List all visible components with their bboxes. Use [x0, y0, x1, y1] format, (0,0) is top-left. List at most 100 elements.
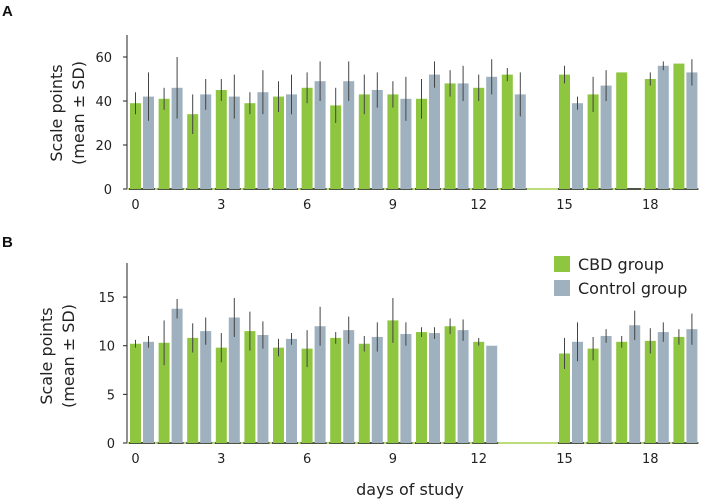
panel-a-bar-cbd — [616, 72, 628, 189]
legend-swatch-control — [554, 280, 570, 296]
panel-a-bar-control — [143, 96, 154, 189]
panel-b-bar-cbd — [673, 336, 685, 443]
panel-a-bar-control — [572, 103, 583, 189]
panel-b-bar-cbd — [358, 343, 370, 443]
panel-b-y-tick-label: 15 — [98, 291, 115, 306]
panel-b-bar-control — [371, 336, 383, 443]
panel-a-bar-cbd — [387, 94, 399, 189]
panel-a-bar-control — [429, 74, 440, 189]
panel-b-y-tick-label: 10 — [98, 340, 115, 355]
panel-a-x-tick-label: 15 — [556, 198, 573, 213]
panel-a-bar-control — [200, 94, 212, 189]
panel-b-bar-cbd — [587, 348, 599, 443]
panel-b-bar-cbd — [273, 347, 284, 443]
panel-b-ylabel: Scale points (mean ± SD) — [37, 304, 78, 408]
panel-a-y-tick-label: 40 — [95, 95, 112, 110]
panel-a-bar-control — [228, 96, 240, 189]
panel-b-bar-cbd — [244, 331, 256, 443]
panel-a-x-tick-label: 3 — [217, 198, 225, 213]
panel-a-bar-cbd — [273, 96, 284, 189]
panel-a-bar-cbd — [158, 98, 170, 189]
panel-b-bar-control — [143, 341, 154, 443]
panel-a-bar-control — [257, 92, 269, 189]
panel-b-bar-control — [657, 332, 669, 443]
panel-a-bar-control — [514, 94, 526, 189]
panel-a-bar-cbd — [244, 103, 256, 189]
panel-a-bar-cbd — [501, 74, 513, 189]
panel-a-bar-control — [686, 72, 698, 189]
panel-a-bar-cbd — [644, 79, 656, 189]
panel-a-ylabel-line2: (mean ± SD) — [69, 61, 88, 165]
x-axis-title: days of study — [356, 480, 464, 499]
panel-a-bar-cbd — [473, 87, 485, 189]
panel-b-bar-control — [686, 329, 698, 443]
panel-b-bar-control — [314, 326, 326, 443]
panel-b-bar-cbd — [215, 347, 227, 443]
panel-a-bar-cbd — [330, 105, 342, 189]
panel-a-bar-cbd — [444, 83, 456, 189]
panel-b-bar-cbd — [387, 320, 399, 443]
panel-a-x-tick-label: 6 — [303, 198, 311, 213]
panel-a-bar-cbd — [587, 94, 599, 189]
panel-b-bar-control — [343, 330, 355, 443]
panel-a-bar-control — [286, 94, 297, 189]
panel-a-bar-control — [314, 81, 326, 189]
panel-b-ylabel-line2: (mean ± SD) — [59, 304, 78, 408]
panel-b-x-tick-label: 15 — [556, 452, 573, 467]
panel-b-bar-cbd — [158, 342, 170, 443]
panel-a-bar-control — [400, 98, 412, 189]
panel-a-bar-control — [371, 90, 383, 189]
panel-b-x-tick-label: 0 — [131, 452, 139, 467]
panel-a-y-tick-label: 60 — [95, 51, 112, 66]
panel-label-a: A — [2, 3, 13, 20]
panel-b-bar-cbd — [187, 337, 199, 443]
panel-a-bar-control — [657, 65, 669, 189]
chart-marks: 0 20 40 60 0 3 6 9 12 15 18 0 5 10 15 0 3 6 9 12 15 18 — [95, 35, 699, 467]
panel-a-bar-control — [486, 76, 498, 189]
panel-a-bar-control — [343, 81, 355, 189]
panel-a-x-tick-label: 0 — [131, 198, 139, 213]
panel-b-bar-control — [486, 345, 498, 443]
panel-a-bar-cbd — [187, 114, 199, 189]
legend: CBD group Control group — [554, 255, 687, 298]
panel-b-bar-control — [171, 308, 183, 443]
panel-b-x-tick-label: 12 — [470, 452, 487, 467]
panel-b-x-tick-label: 9 — [389, 452, 397, 467]
panel-b-bar-control — [286, 338, 297, 443]
panel-b-y-tick-label: 5 — [107, 388, 115, 403]
panel-a-x-tick-label: 18 — [642, 198, 659, 213]
panel-a-bar-cbd — [416, 98, 427, 189]
panel-b-x-tick-label: 18 — [642, 452, 659, 467]
panel-a-plot: 0 20 40 60 0 3 6 9 12 15 18 — [95, 35, 699, 213]
panel-a-x-tick-label: 12 — [470, 198, 487, 213]
panel-b-bar-cbd — [301, 348, 313, 443]
panel-a-bar-cbd — [301, 87, 313, 189]
panel-b-bar-cbd — [416, 332, 427, 443]
legend-label-control: Control group — [578, 279, 687, 298]
panel-b-ylabel-line1: Scale points — [37, 307, 56, 404]
panel-a-bar-cbd — [559, 74, 570, 189]
panel-a-bar-control — [457, 83, 469, 189]
panel-a-bar-cbd — [673, 63, 685, 189]
panel-b-bar-control — [457, 330, 469, 443]
panel-b-bar-control — [200, 331, 212, 443]
panel-a-bar-control — [171, 87, 183, 189]
panel-b-bar-cbd — [444, 326, 456, 443]
panel-b-x-tick-label: 3 — [217, 452, 225, 467]
panel-a-y-tick-label: 0 — [104, 183, 112, 198]
panel-b-bar-cbd — [644, 340, 656, 443]
panel-a-ylabel-line1: Scale points — [47, 64, 66, 161]
panel-b-bar-cbd — [559, 353, 570, 443]
legend-label-cbd: CBD group — [578, 255, 664, 274]
panel-b-bar-control — [257, 335, 269, 443]
panel-a-bar-cbd — [215, 90, 227, 189]
panel-b-bar-cbd — [473, 341, 485, 443]
panel-label-b: B — [2, 234, 13, 251]
panel-a-bar-control — [600, 85, 612, 189]
panel-b-bar-control — [228, 317, 240, 443]
panel-a-ylabel: Scale points (mean ± SD) — [47, 61, 88, 165]
panel-b-bar-control — [600, 335, 612, 443]
panel-a-bar-cbd — [130, 103, 141, 189]
